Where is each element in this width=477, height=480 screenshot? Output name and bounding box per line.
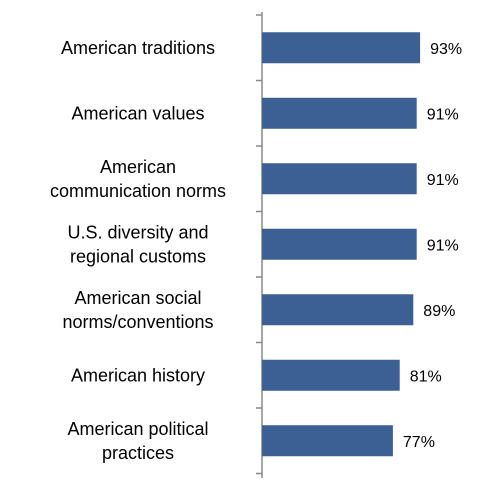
y-axis-ticks [256,14,262,475]
bar-value-label: 91% [427,106,459,123]
bar [262,32,421,64]
bar [262,294,414,326]
category-label: American values [71,103,204,123]
bar [262,359,400,391]
bar [262,425,393,457]
category-label: American communication norms [50,157,226,201]
bar [262,228,417,260]
category-label: U.S. diversity and regional customs [67,222,208,266]
value-labels: 93% 91% 91% 91% 89% 81% 77% [403,41,462,451]
bar-value-label: 91% [427,237,459,254]
bar [262,97,417,129]
bar-value-label: 81% [410,368,442,385]
category-label: American traditions [61,38,215,58]
category-labels: American traditions American values Americ… [50,38,226,463]
bars [262,32,421,457]
bar [262,163,417,195]
category-label: American social norms/conventions [62,288,213,332]
category-label: American history [71,365,205,385]
bar-value-label: 89% [423,303,455,320]
bar-value-label: 93% [430,41,462,58]
category-label: American political practices [67,419,208,463]
bar-value-label: 77% [403,434,435,451]
bar-value-label: 91% [427,172,459,189]
